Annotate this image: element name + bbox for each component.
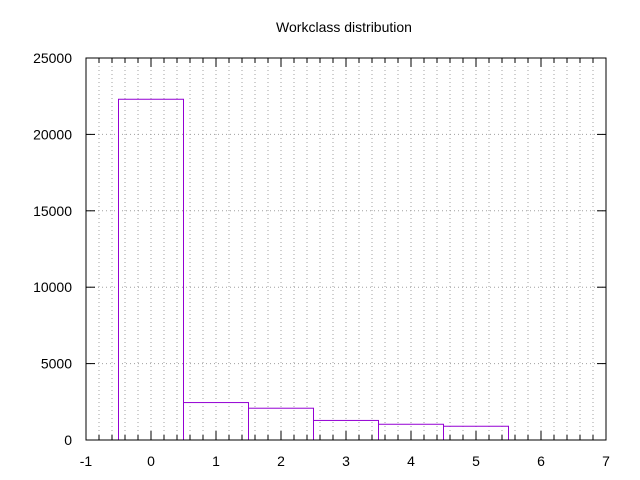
y-tick-label: 20000 (33, 126, 72, 142)
y-tick-label: 5000 (41, 356, 72, 372)
chart-title: Workclass distribution (276, 19, 412, 35)
x-tick-label: 6 (537, 453, 545, 469)
x-tick-label: 2 (277, 453, 285, 469)
x-tick-label: 7 (602, 453, 610, 469)
x-tick-label: 4 (407, 453, 415, 469)
x-tick-label: 5 (472, 453, 480, 469)
axes (85, 57, 607, 441)
x-tick-label: -1 (80, 453, 93, 469)
grid-lines (86, 58, 606, 440)
tick-labels: -1 0 1 2 3 4 5 6 7 0 5000 10000 15000 20000 25000 (33, 50, 610, 469)
x-tick-label: 0 (147, 453, 155, 469)
y-tick-label: 25000 (33, 50, 72, 66)
x-tick-label: 3 (342, 453, 350, 469)
y-tick-label: 15000 (33, 203, 72, 219)
y-tick-label: 0 (64, 432, 72, 448)
x-tick-label: 1 (212, 453, 220, 469)
y-tick-label: 10000 (33, 279, 72, 295)
